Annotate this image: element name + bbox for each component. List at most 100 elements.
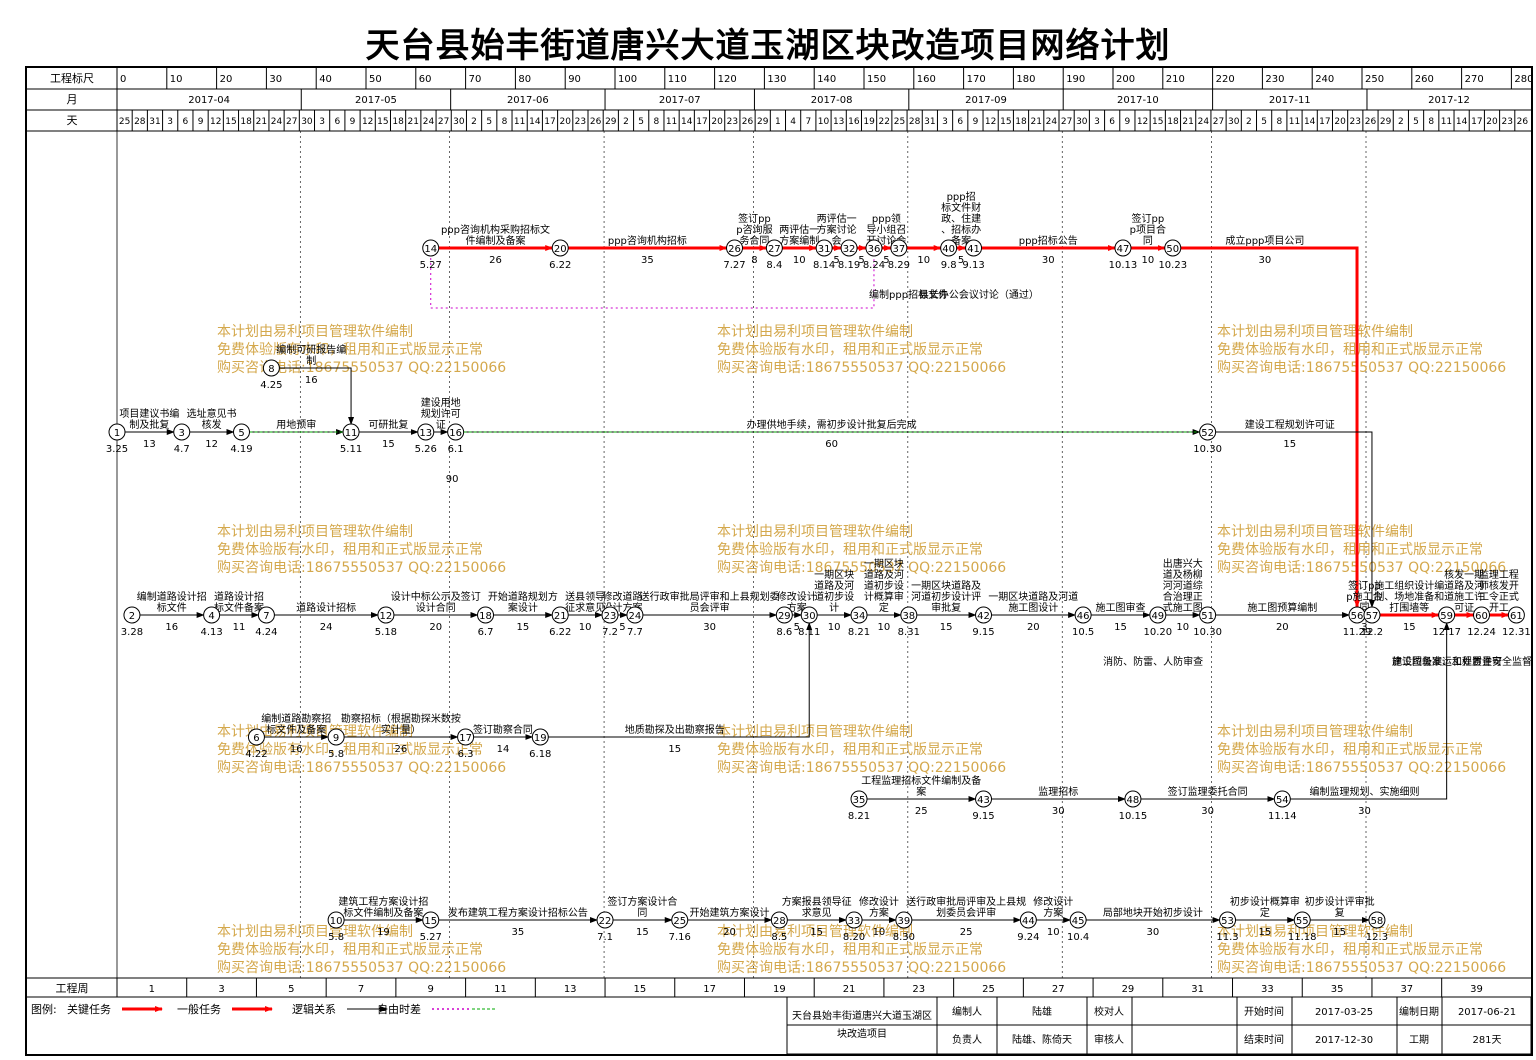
task-arrow[interactable]: 发布建筑工程方案设计招标公告 35 [438, 906, 599, 938]
event-node[interactable]: 47 10.13 [1109, 239, 1138, 271]
event-node[interactable]: 288.5 [770, 911, 788, 943]
event-node[interactable]: 55 11.18 [1288, 911, 1317, 943]
event-node[interactable]: 227.1 [596, 911, 614, 943]
task-arrow[interactable]: 成立ppp项目公司 30 [1180, 234, 1361, 608]
event-node[interactable]: 348.21 [848, 606, 870, 638]
event-node[interactable]: 166.1 [447, 423, 465, 455]
task-arrow[interactable]: 办理供地手续，需初步设计批复后完成 60 [463, 418, 1201, 450]
task-arrow[interactable]: ppp招标公告 30 [981, 234, 1116, 266]
task-arrow[interactable]: 施工图预算编制 20 [1215, 601, 1351, 633]
event-node[interactable]: 60 12.24 [1467, 606, 1496, 638]
event-node[interactable]: 328.19 [838, 239, 860, 271]
event-node[interactable]: 50 10.23 [1158, 239, 1187, 271]
event-node[interactable]: 61 12.31 [1502, 606, 1531, 638]
event-node[interactable]: 57 12.2 [1361, 606, 1383, 638]
task-arrow[interactable]: 局部地块开始初步设计 30 [1086, 906, 1221, 938]
event-node[interactable]: 358.21 [848, 790, 870, 822]
event-node[interactable]: 51 10.30 [1193, 606, 1222, 638]
task-arrow[interactable]: ppp咨询机构招标 35 [568, 234, 728, 266]
event-node[interactable]: 368.24 [863, 239, 885, 271]
event-node[interactable]: 388.31 [898, 606, 920, 638]
event-node[interactable]: 338.20 [843, 911, 865, 943]
event-node[interactable]: 49 10.20 [1143, 606, 1172, 638]
event-node[interactable]: 145.27 [420, 239, 442, 271]
event-node[interactable]: 378.29 [888, 239, 910, 271]
event-node[interactable]: 125.18 [375, 606, 397, 638]
event-node[interactable]: 48 10.15 [1119, 790, 1148, 822]
event-node[interactable]: 196.18 [529, 728, 551, 760]
task-arrow[interactable]: 地质勘探及出勘察报告 15 [548, 622, 813, 755]
task-arrow[interactable]: 编制监理规划、实施细则 30 [1290, 622, 1450, 817]
event-node[interactable]: 247.7 [626, 606, 644, 638]
task-arrow[interactable]: 施工图审查 15 [1091, 601, 1151, 633]
event-node[interactable]: 53 11.3 [1216, 911, 1239, 943]
task-arrow[interactable]: 10 [906, 245, 942, 266]
event-node[interactable]: 13.25 [106, 423, 128, 455]
event-node[interactable]: 216.22 [549, 606, 571, 638]
event-node[interactable]: 206.22 [549, 239, 571, 271]
event-node[interactable]: 44.13 [200, 606, 223, 638]
event-node[interactable]: 429.15 [972, 606, 995, 638]
event-node[interactable]: 308.11 [798, 606, 820, 638]
task-arrow[interactable]: 5 [857, 245, 867, 266]
task-arrow[interactable]: 开始建筑方案设计 20 [687, 906, 773, 938]
event-node[interactable]: 84.25 [260, 359, 283, 391]
event-node[interactable]: 46 10.5 [1072, 606, 1094, 638]
event-node[interactable]: 257.16 [669, 911, 691, 943]
task-arrow[interactable]: 建设工程规划许可证 15 [1215, 418, 1375, 608]
event-node[interactable]: 45 10.4 [1067, 911, 1089, 943]
event-node[interactable]: 23.28 [121, 606, 143, 638]
event-node[interactable]: 449.24 [1017, 911, 1039, 943]
task-arrow[interactable]: 道路设计招标 24 [274, 601, 379, 633]
task-arrow[interactable]: 签订勘察合同 14 [473, 723, 534, 755]
event-node[interactable]: 237.2 [601, 606, 619, 638]
event-node[interactable]: 105.8 [327, 911, 345, 943]
event-node[interactable]: 64.22 [245, 728, 268, 760]
event-node[interactable]: 176.3 [457, 728, 475, 760]
event-node[interactable]: 54 11.14 [1268, 790, 1297, 822]
event-node[interactable]: 267.27 [723, 239, 746, 271]
event-node[interactable]: 74.24 [255, 606, 278, 638]
event-node[interactable]: 278.4 [765, 239, 783, 271]
task-arrow[interactable]: 可研批复 15 [359, 418, 419, 450]
task-arrow[interactable]: 签订监理委托合同 30 [1140, 785, 1276, 817]
event-node[interactable]: 398.30 [893, 911, 915, 943]
event-node[interactable]: 439.15 [972, 790, 995, 822]
event-node[interactable]: 135.26 [415, 423, 437, 455]
event-node[interactable]: 155.27 [420, 911, 442, 943]
task-arrow[interactable]: 用地预审 [249, 418, 345, 435]
